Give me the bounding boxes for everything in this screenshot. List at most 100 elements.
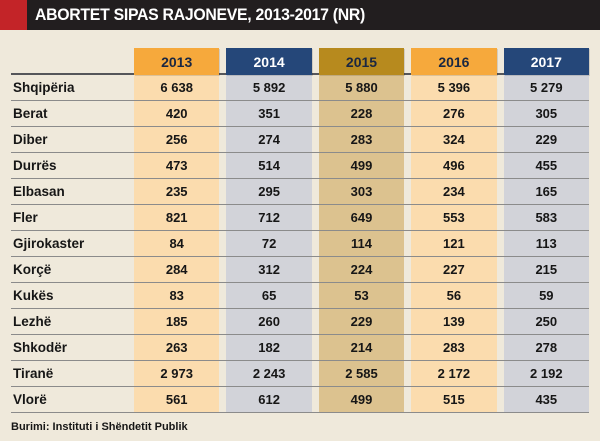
value-cell: 72 bbox=[261, 236, 277, 251]
column-strip-2017 bbox=[503, 75, 589, 413]
region-label: Gjirokaster bbox=[13, 235, 85, 251]
region-label: Berat bbox=[13, 105, 48, 121]
value-cell: 215 bbox=[535, 262, 558, 277]
table-row-gjirokaster: Gjirokaster 84 72 114 121 113 bbox=[11, 231, 589, 257]
table-row-lezhe: Lezhë 185 260 229 139 250 bbox=[11, 309, 589, 335]
value-cell: 283 bbox=[443, 340, 465, 355]
value-cell: 114 bbox=[351, 236, 372, 251]
value-cell: 499 bbox=[350, 392, 373, 407]
value-cell: 235 bbox=[165, 184, 188, 199]
value-cell: 56 bbox=[446, 288, 462, 303]
value-cell: 5 396 bbox=[437, 80, 471, 95]
value-cell: 420 bbox=[165, 106, 188, 121]
value-cell: 514 bbox=[258, 158, 280, 173]
column-strip-2016 bbox=[411, 75, 497, 413]
value-cell: 113 bbox=[535, 236, 557, 251]
value-cell: 59 bbox=[539, 288, 554, 303]
table-row-kukes: Kukës 83 65 53 56 59 bbox=[11, 283, 589, 309]
value-cell: 499 bbox=[350, 158, 373, 173]
table-row-korce: Korçë 284 312 224 227 215 bbox=[11, 257, 589, 283]
value-cell: 455 bbox=[535, 158, 558, 173]
region-label: Durrës bbox=[13, 157, 57, 173]
value-cell: 229 bbox=[350, 314, 373, 329]
value-cell: 2 973 bbox=[160, 366, 193, 381]
title-black-bar: ABORTET SIPAS RAJONEVE, 2013-2017 (NR) bbox=[27, 0, 600, 30]
value-cell: 214 bbox=[350, 340, 373, 355]
source-note: Burimi: Instituti i Shëndetit Publik bbox=[11, 421, 188, 433]
column-header-2015: 2015 bbox=[318, 48, 405, 75]
value-cell: 234 bbox=[443, 184, 465, 199]
table-row-berat: Berat 420 351 228 276 305 bbox=[11, 101, 589, 127]
column-header-2016: 2016 bbox=[411, 48, 497, 75]
value-cell: 284 bbox=[165, 262, 188, 277]
column-tint-strips bbox=[11, 75, 589, 413]
value-cell: 84 bbox=[169, 236, 184, 251]
value-cell: 435 bbox=[535, 392, 558, 407]
column-strip-2015 bbox=[318, 75, 405, 413]
value-cell: 303 bbox=[350, 184, 373, 199]
value-cell: 185 bbox=[165, 314, 188, 329]
value-cell: 276 bbox=[443, 106, 465, 121]
value-cell: 561 bbox=[165, 392, 188, 407]
value-cell: 821 bbox=[165, 210, 188, 225]
region-label: Fler bbox=[13, 209, 38, 225]
value-cell: 612 bbox=[258, 392, 280, 407]
column-header-2014: 2014 bbox=[226, 48, 312, 75]
value-cell: 228 bbox=[350, 106, 373, 121]
column-strip-2014 bbox=[226, 75, 312, 413]
value-cell: 305 bbox=[535, 106, 558, 121]
table-row-elbasan: Elbasan 235 295 303 234 165 bbox=[11, 179, 589, 205]
value-cell: 5 892 bbox=[252, 80, 286, 95]
table-row-durres: Durrës 473 514 499 496 455 bbox=[11, 153, 589, 179]
value-cell: 5 880 bbox=[345, 80, 378, 95]
value-cell: 227 bbox=[443, 262, 465, 277]
value-cell: 295 bbox=[258, 184, 280, 199]
abortions-table: 2013 2014 2015 2016 2017 Shqipëria 6 638… bbox=[11, 48, 589, 413]
value-cell: 2 172 bbox=[437, 366, 471, 381]
page-title: ABORTET SIPAS RAJONEVE, 2013-2017 (NR) bbox=[35, 5, 366, 24]
value-cell: 53 bbox=[354, 288, 369, 303]
region-label: Kukës bbox=[13, 287, 54, 303]
region-label: Lezhë bbox=[13, 313, 52, 329]
table-row-shqiperia: Shqipëria 6 638 5 892 5 880 5 396 5 279 bbox=[11, 75, 589, 101]
table-row-fler: Fler 821 712 649 553 583 bbox=[11, 205, 589, 231]
value-cell: 274 bbox=[258, 132, 280, 147]
value-cell: 121 bbox=[443, 236, 465, 251]
table-row-diber: Diber 256 274 283 324 229 bbox=[11, 127, 589, 153]
region-label: Shqipëria bbox=[13, 79, 75, 95]
value-cell: 165 bbox=[535, 184, 558, 199]
value-cell: 324 bbox=[443, 132, 465, 147]
value-cell: 229 bbox=[535, 132, 558, 147]
table-header-row: 2013 2014 2015 2016 2017 bbox=[11, 48, 589, 75]
value-cell: 473 bbox=[165, 158, 188, 173]
value-cell: 2 243 bbox=[252, 366, 286, 381]
value-cell: 139 bbox=[443, 314, 465, 329]
value-cell: 182 bbox=[258, 340, 280, 355]
value-cell: 83 bbox=[169, 288, 184, 303]
region-label: Diber bbox=[13, 131, 48, 147]
column-strip-2013 bbox=[134, 75, 220, 413]
value-cell: 712 bbox=[258, 210, 280, 225]
region-label: Korçë bbox=[13, 261, 52, 277]
value-cell: 649 bbox=[350, 210, 373, 225]
title-bar: ABORTET SIPAS RAJONEVE, 2013-2017 (NR) bbox=[0, 0, 600, 30]
value-cell: 515 bbox=[443, 392, 465, 407]
column-header-2017: 2017 bbox=[503, 48, 589, 75]
value-cell: 553 bbox=[443, 210, 465, 225]
table-row-tirane: Tiranë 2 973 2 243 2 585 2 172 2 192 bbox=[11, 361, 589, 387]
value-cell: 224 bbox=[350, 262, 373, 277]
value-cell: 583 bbox=[535, 210, 558, 225]
value-cell: 6 638 bbox=[160, 80, 193, 95]
value-cell: 496 bbox=[443, 158, 465, 173]
value-cell: 278 bbox=[535, 340, 558, 355]
accent-red-block bbox=[0, 0, 27, 30]
value-cell: 260 bbox=[258, 314, 280, 329]
value-cell: 351 bbox=[258, 106, 280, 121]
value-cell: 312 bbox=[258, 262, 280, 277]
region-label: Tiranë bbox=[13, 365, 54, 381]
value-cell: 256 bbox=[165, 132, 188, 147]
value-cell: 250 bbox=[535, 314, 558, 329]
table-row-vlore: Vlorë 561 612 499 515 435 bbox=[11, 387, 589, 413]
value-cell: 2 585 bbox=[345, 366, 378, 381]
region-label: Elbasan bbox=[13, 183, 65, 199]
